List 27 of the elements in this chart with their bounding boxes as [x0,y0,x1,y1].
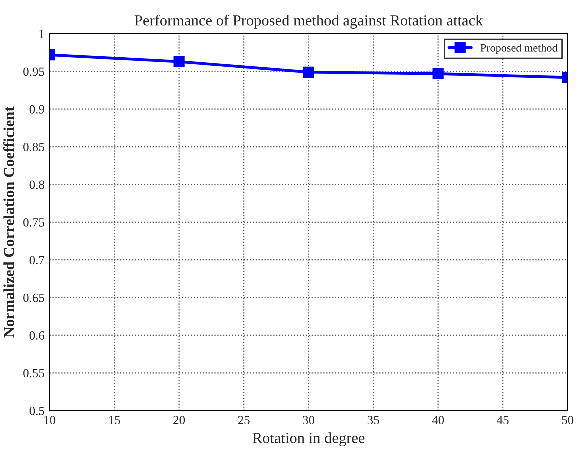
y-tick-label: 0.9 [30,105,44,114]
y-tick-label: 0.55 [24,369,44,378]
y-tick-label: 0.85 [24,143,44,152]
x-tick-label: 30 [303,416,315,425]
x-tick-label: 25 [238,416,250,425]
x-tick-label: 15 [109,416,120,425]
x-axis-title: Rotation in degree [252,432,365,447]
y-tick-label: 0.7 [30,256,45,265]
x-tick-label: 45 [497,416,509,425]
y-axis-title: Normalized Correlation Coefficient [4,106,14,338]
y-tick-label: 0.65 [24,294,44,302]
y-tick-label: 0.8 [30,180,44,190]
y-tick-label: 0.6 [30,332,45,340]
legend-label: Proposed method [480,44,558,54]
y-tick-label: 0.95 [24,68,44,76]
x-tick-label: 40 [432,416,444,425]
point [174,56,185,68]
x-tick-label: 50 [562,416,574,425]
y-tick-label: 0.75 [24,218,44,227]
chart-title: Performance of Proposed method against Rotation attack [134,14,484,29]
x-tick-label: 35 [368,416,380,425]
y-tick-label: 1 [40,30,44,38]
y-tick-label: 0.5 [30,406,44,416]
x-tick-label: 20 [174,416,186,425]
point [303,66,314,78]
x-tick-label: 10 [44,416,56,425]
point [432,68,444,80]
